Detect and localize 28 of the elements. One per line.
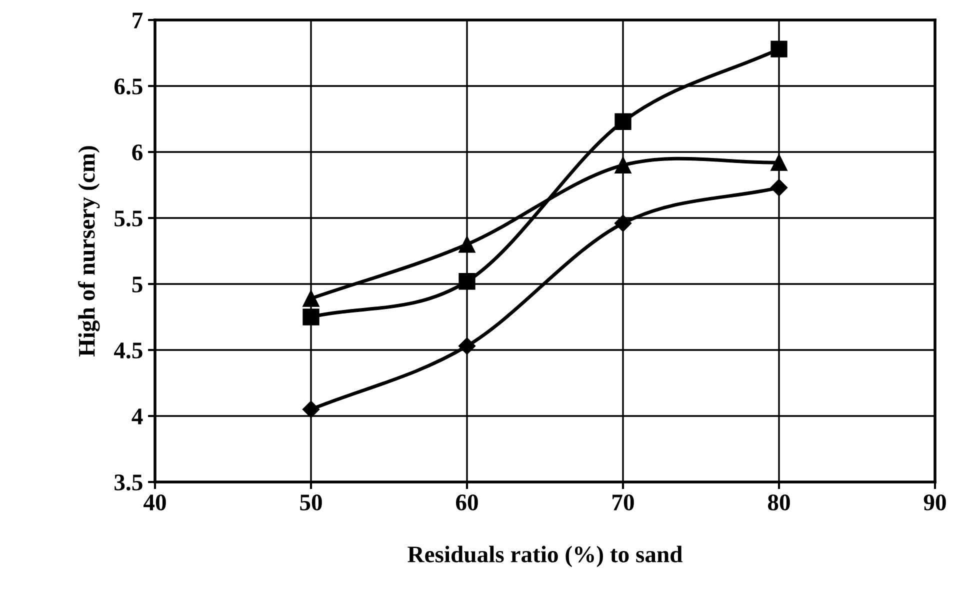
x-tick-label: 60	[456, 494, 478, 510]
y-tick-label: 6	[132, 144, 143, 160]
point	[614, 113, 632, 130]
point	[302, 308, 320, 326]
y-tick-label: 4	[132, 408, 143, 424]
y-tick-label: 3.5	[114, 474, 142, 491]
point	[614, 214, 632, 232]
point	[302, 290, 320, 307]
point	[614, 156, 632, 174]
y-tick-label: 5.5	[114, 210, 142, 227]
point	[770, 154, 788, 171]
x-tick-label: 70	[612, 494, 634, 510]
point	[458, 337, 476, 355]
point	[302, 400, 320, 418]
y-tick-label: 4.5	[114, 342, 142, 359]
x-tick-label: 40	[144, 494, 166, 510]
y-tick-label: 5	[132, 276, 142, 292]
x-axis-title: Residuals ratio (%) to sand	[408, 546, 682, 568]
y-tick-label: 7	[132, 12, 143, 28]
x-tick-label: 50	[300, 494, 322, 510]
point	[770, 179, 788, 196]
point	[458, 236, 476, 253]
point	[458, 273, 476, 290]
y-tick-label: 6.5	[114, 78, 142, 95]
x-tick-label: 80	[768, 494, 790, 510]
y-axis-title: High of nursery (cm)	[78, 146, 100, 356]
x-tick-label: 90	[924, 494, 946, 510]
point	[770, 40, 788, 58]
